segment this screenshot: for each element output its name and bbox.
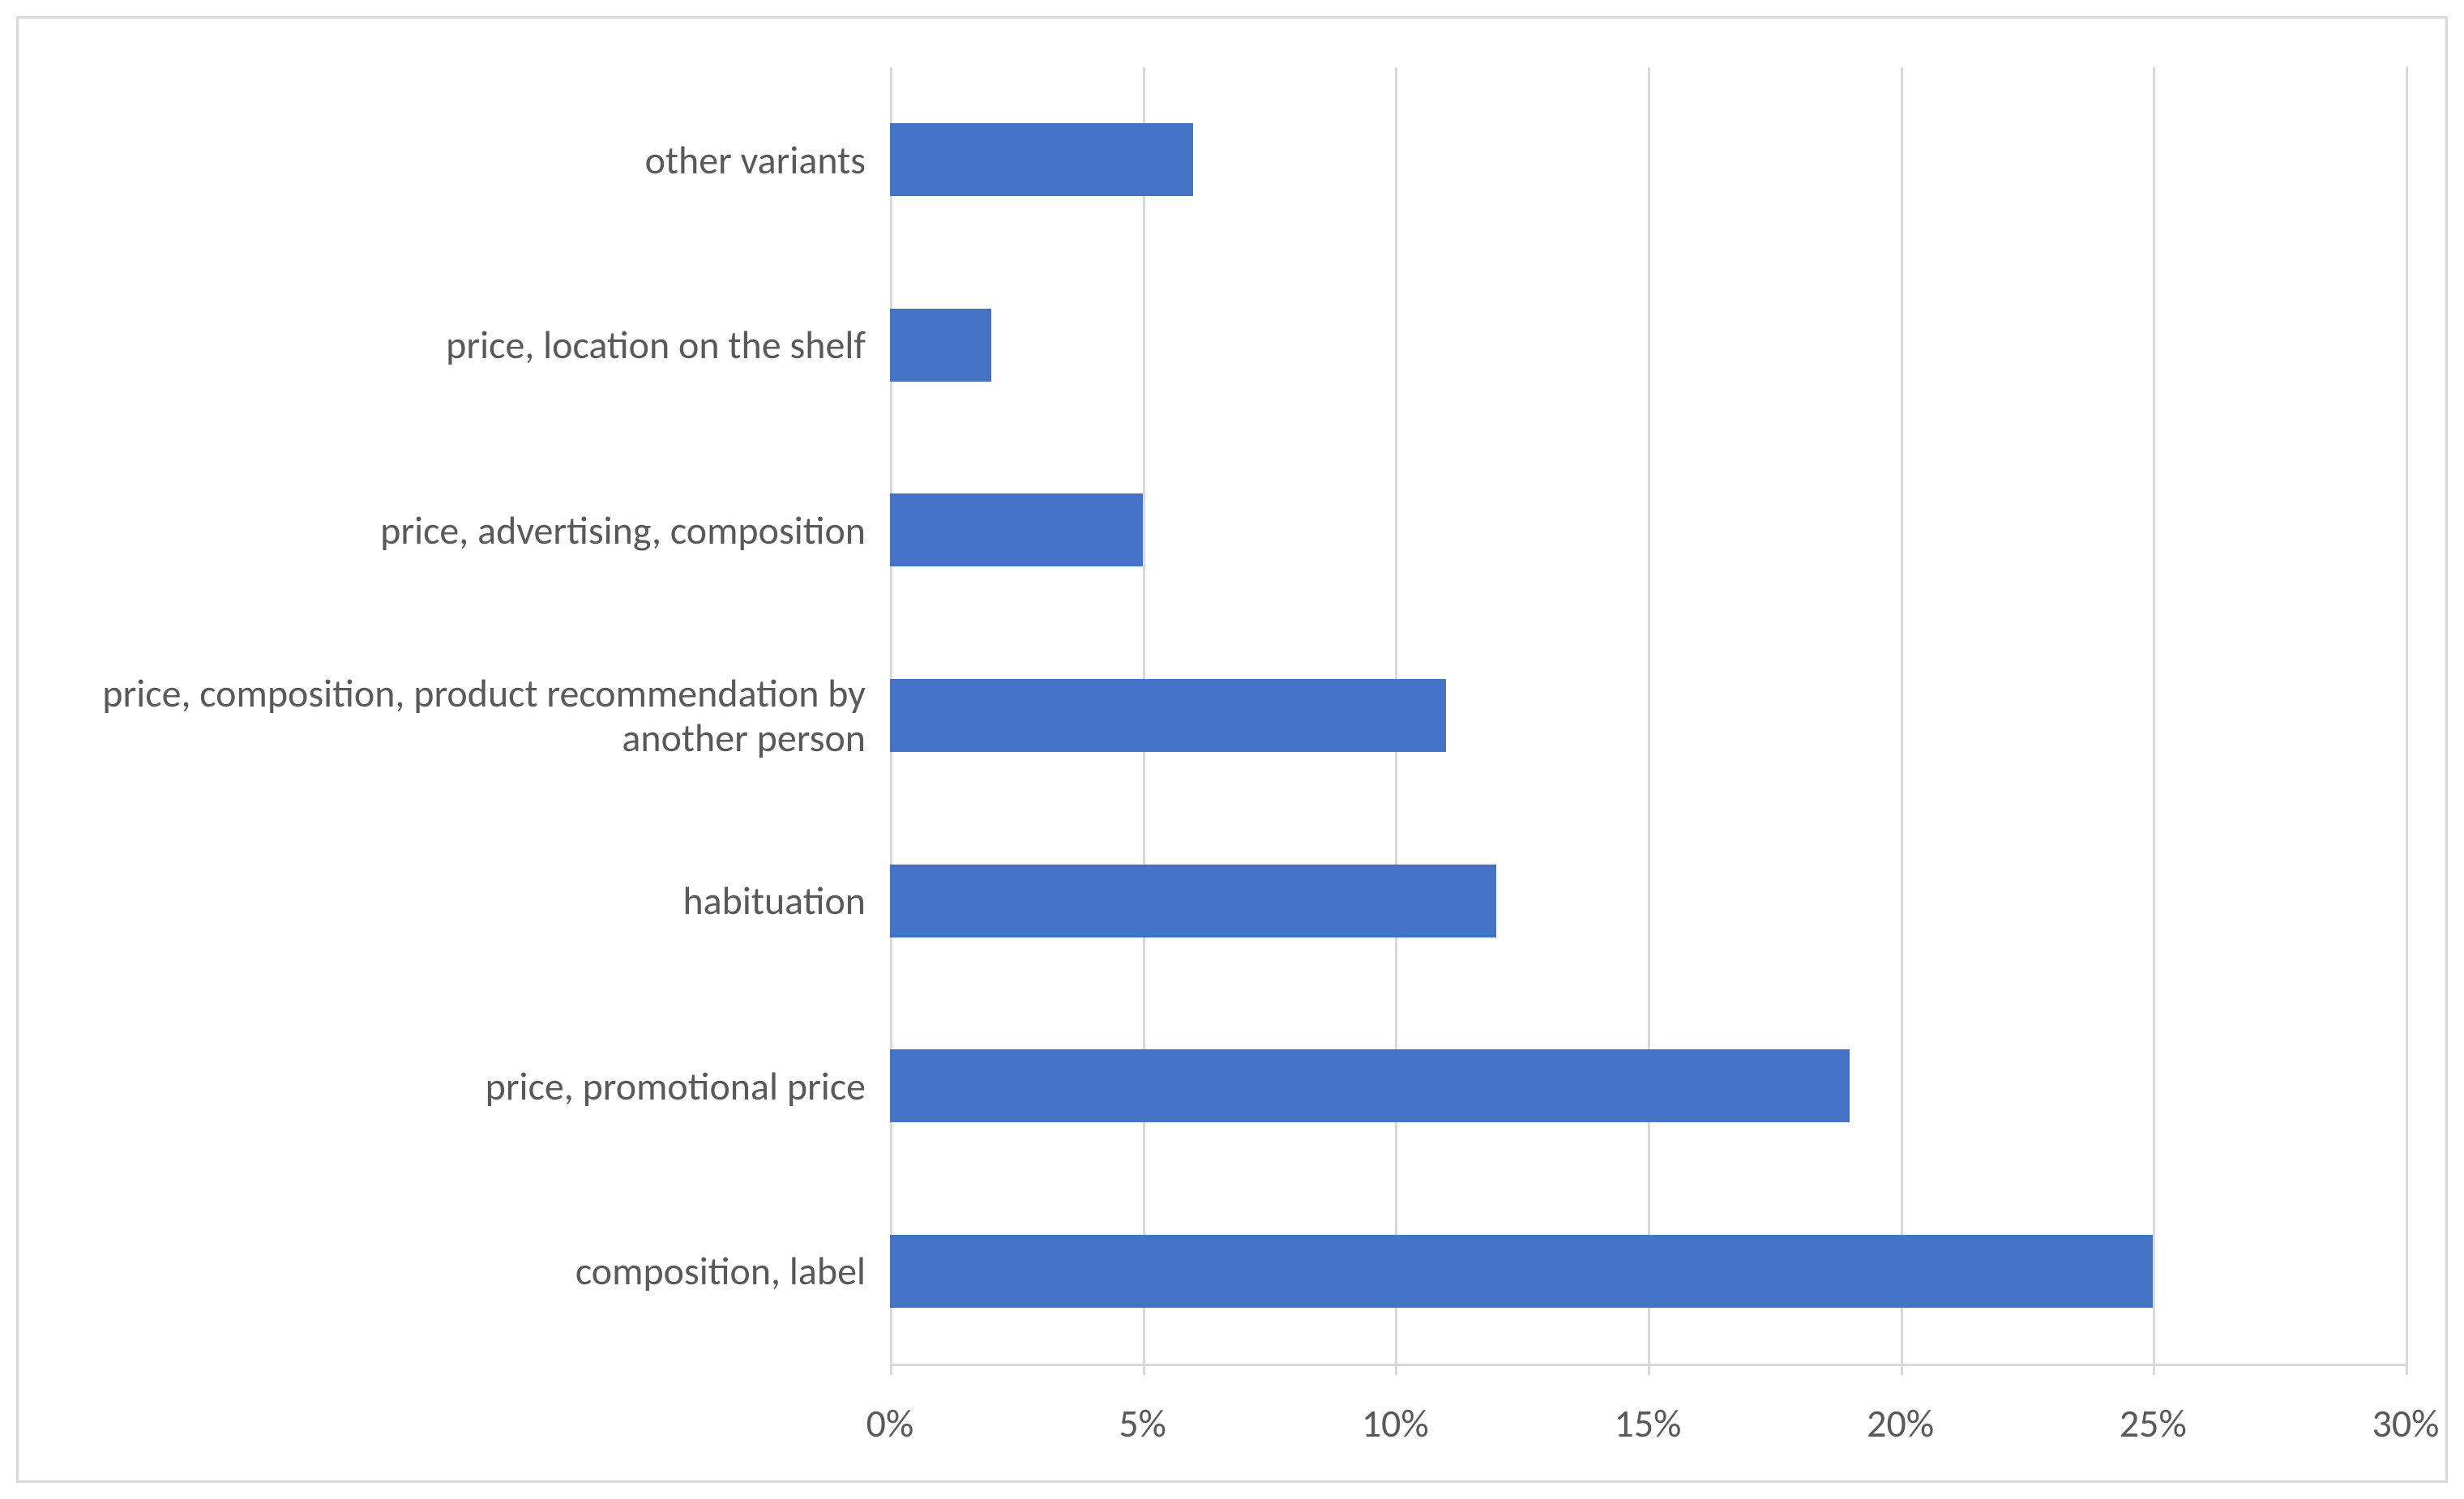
x-tick-label: 15% (1615, 1399, 1682, 1447)
x-tick-label: 10% (1362, 1399, 1429, 1447)
y-category-label: composition, label (55, 1178, 866, 1364)
y-category-label: other variants (55, 67, 866, 253)
chart-frame: 0%5%10%15%20%25%30%other variantsprice, … (16, 16, 2448, 1483)
y-category-label: price, composition, product recommendati… (55, 623, 866, 809)
x-tickmark (2406, 1364, 2408, 1375)
y-category-label: price, location on the shelf (55, 253, 866, 438)
bar (890, 493, 1143, 566)
bar (890, 309, 991, 382)
x-tick-label: 20% (1867, 1399, 1934, 1447)
x-tick-label: 0% (866, 1399, 914, 1447)
x-gridline (1901, 67, 1903, 1364)
bar (890, 123, 1193, 196)
x-tick-label: 30% (2372, 1399, 2440, 1447)
bar (890, 679, 1446, 752)
x-tick-label: 25% (2120, 1399, 2187, 1447)
y-category-label: price, advertising, composition (55, 438, 866, 623)
y-category-label: price, promotional price (55, 993, 866, 1179)
x-gridline (2406, 67, 2408, 1364)
bar (890, 1049, 1850, 1122)
bar (890, 865, 1496, 937)
x-axis-line (890, 1364, 2406, 1366)
x-gridline (2153, 67, 2155, 1364)
y-category-label: habituation (55, 808, 866, 993)
bar (890, 1235, 2153, 1308)
x-tick-label: 5% (1119, 1399, 1166, 1447)
x-gridline (1648, 67, 1650, 1364)
